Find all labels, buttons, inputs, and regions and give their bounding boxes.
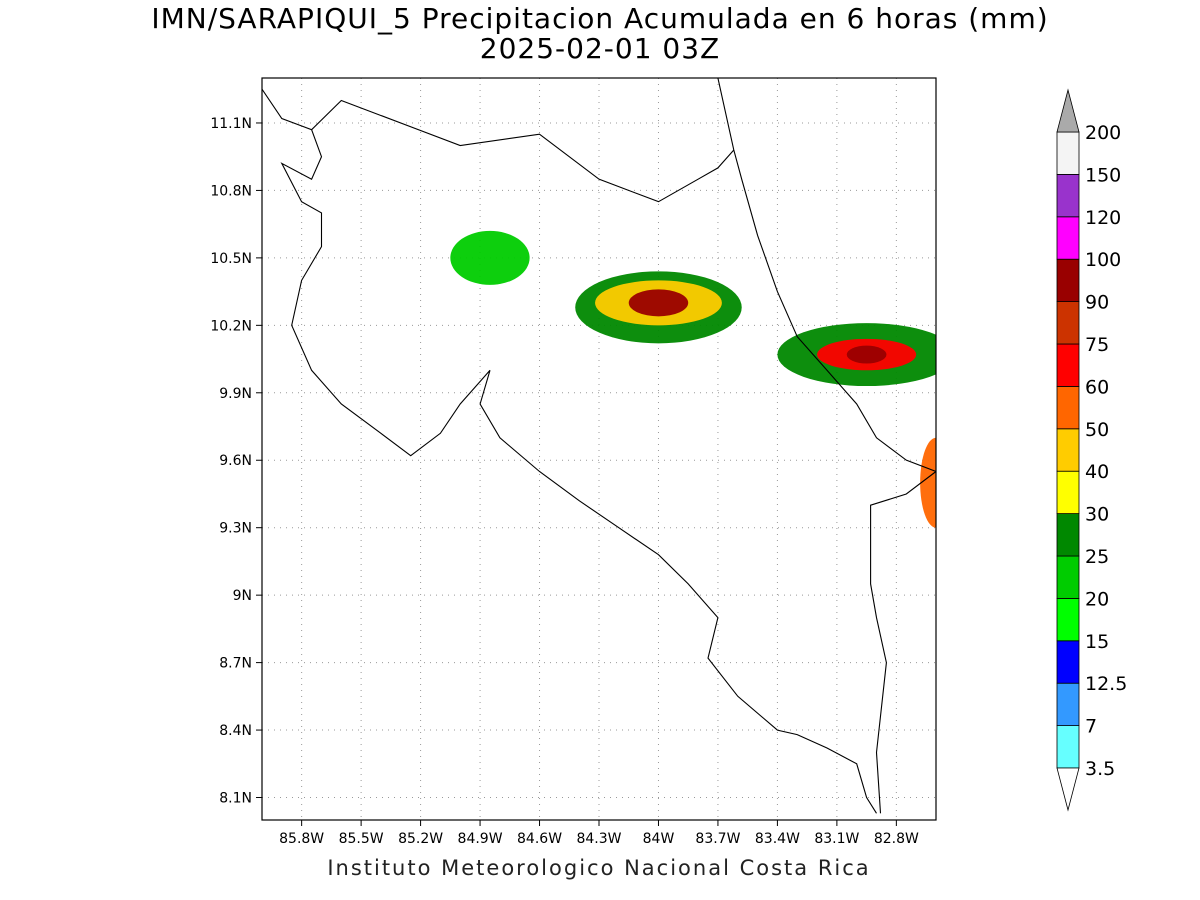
x-tick-label: 83.4W [755, 831, 800, 847]
colorbar-label: 12.5 [1085, 673, 1127, 695]
colorbar-label: 120 [1085, 207, 1121, 229]
latitude-axis: 8.1N 8.4N 8.7N 9N 9.3N 9.6N 9.9N 10.2N 10.5N 10.8… [210, 116, 262, 807]
y-tick-label: 10.2N [210, 318, 252, 334]
coastlines [262, 78, 936, 814]
colorbar-label: 90 [1085, 292, 1109, 314]
colorbar-label: 75 [1085, 334, 1109, 356]
y-tick-label: 9.9N [219, 386, 252, 402]
colorbar-label: 50 [1085, 419, 1109, 441]
x-tick-label: 84.9W [458, 831, 503, 847]
colorbar-label: 200 [1085, 122, 1121, 144]
y-tick-label: 9N [233, 588, 252, 604]
colorbar-segment [1056, 343, 1080, 387]
y-tick-label: 8.1N [219, 791, 252, 807]
x-tick-label: 84.6W [517, 831, 562, 847]
colorbar-segment [1056, 682, 1080, 727]
colorbar-label: 20 [1085, 588, 1109, 610]
colorbar-segment [1056, 470, 1080, 515]
x-tick-label: 82.8W [874, 831, 919, 847]
precip-cell [628, 289, 689, 317]
colorbar-segment [1056, 640, 1080, 684]
colorbar-label: 30 [1085, 504, 1109, 526]
colorbar-segment [1056, 598, 1080, 642]
nicaragua-border [311, 99, 735, 203]
y-tick-label: 11.1N [210, 116, 252, 132]
colorbar-label: 25 [1085, 546, 1109, 568]
x-tick-label: 84.3W [576, 831, 621, 847]
x-tick-label: 83.1W [814, 831, 859, 847]
grid-lines [262, 78, 936, 820]
y-tick-label: 9.6N [219, 453, 252, 469]
precip-cell [846, 345, 887, 364]
pacific-coastline [262, 88, 877, 814]
y-tick-label: 8.7N [219, 656, 252, 672]
precipitation-field [450, 230, 936, 528]
caribbean-coastline [717, 78, 936, 473]
colorbar-label: 7 [1085, 716, 1097, 738]
colorbar-segment [1056, 725, 1080, 769]
colorbar-segment [1056, 428, 1080, 472]
colorbar-label: 100 [1085, 249, 1121, 271]
colorbar-segment [1056, 301, 1080, 345]
x-tick-label: 85.8W [279, 831, 324, 847]
x-tick-label: 85.2W [398, 831, 443, 847]
colorbar-segment [1056, 131, 1080, 175]
colorbar-label: 3.5 [1085, 758, 1115, 780]
colorbar-segment [1056, 216, 1080, 260]
map-title: IMN/SARAPIQUI_5 Precipitacion Acumulada … [151, 2, 1049, 35]
longitude-axis: 85.8W 85.5W 85.2W 84.9W 84.6W 84.3W 84W 83.7W 83… [279, 820, 919, 847]
colorbar-segment [1056, 555, 1080, 599]
x-tick-label: 85.5W [339, 831, 384, 847]
colorbar-label: 15 [1085, 631, 1109, 653]
x-tick-label: 84W [643, 831, 675, 847]
x-tick-label: 83.7W [695, 831, 740, 847]
y-tick-label: 9.3N [219, 521, 252, 537]
colorbar-segment [1056, 258, 1080, 303]
map-subtitle-date: 2025-02-01 03Z [479, 32, 721, 65]
colorbar-label: 150 [1085, 164, 1121, 186]
y-tick-label: 10.8N [210, 183, 252, 199]
colorbar-label: 40 [1085, 461, 1109, 483]
footer-credit: Instituto Meteorologico Nacional Costa R… [327, 856, 871, 880]
panama-border [870, 471, 936, 814]
precip-cell [450, 230, 530, 285]
colorbar-segment [1056, 513, 1080, 557]
colorbar-label: 60 [1085, 376, 1109, 398]
precip-cell [920, 437, 936, 528]
y-tick-label: 8.4N [219, 723, 252, 739]
colorbar-segment [1056, 173, 1080, 218]
colorbar-segment [1056, 385, 1080, 430]
colorbar-min-arrow [1056, 767, 1080, 812]
y-tick-label: 10.5N [210, 251, 252, 267]
colorbar-max-arrow [1056, 88, 1080, 133]
colorbar: 3.5 7 12.5 15 20 25 30 40 50 60 75 90 100 120 150 200 [1056, 88, 1127, 812]
